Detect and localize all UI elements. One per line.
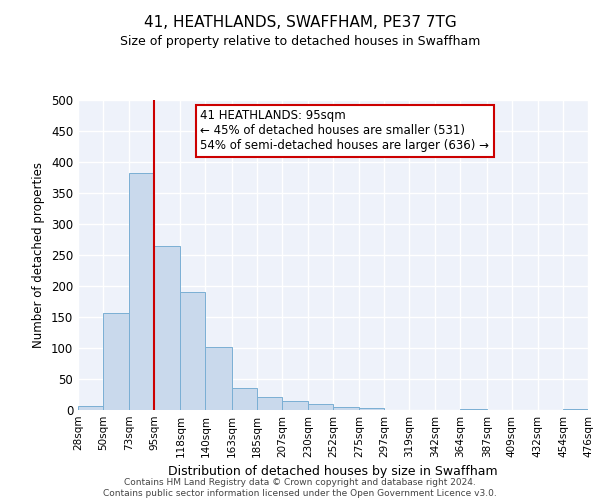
Bar (257, 397, 282, 410)
Bar (78, 406, 103, 410)
Text: 41 HEATHLANDS: 95sqm
← 45% of detached houses are smaller (531)
54% of semi-deta: 41 HEATHLANDS: 95sqm ← 45% of detached h… (200, 110, 490, 152)
Bar (359, 408, 384, 410)
Bar (205, 347, 232, 410)
Bar (181, 292, 205, 410)
Bar (282, 402, 308, 410)
Bar (461, 409, 487, 410)
Bar (232, 388, 257, 410)
Text: Size of property relative to detached houses in Swaffham: Size of property relative to detached ho… (120, 35, 480, 48)
Text: 41, HEATHLANDS, SWAFFHAM, PE37 7TG: 41, HEATHLANDS, SWAFFHAM, PE37 7TG (143, 15, 457, 30)
Bar (308, 404, 333, 410)
Bar (333, 407, 359, 410)
Bar (103, 312, 129, 410)
Bar (154, 246, 181, 410)
X-axis label: Distribution of detached houses by size in Swaffham: Distribution of detached houses by size … (168, 466, 498, 478)
Bar (129, 172, 154, 410)
Y-axis label: Number of detached properties: Number of detached properties (32, 162, 46, 348)
Bar (563, 409, 588, 410)
Text: Contains HM Land Registry data © Crown copyright and database right 2024.
Contai: Contains HM Land Registry data © Crown c… (103, 478, 497, 498)
